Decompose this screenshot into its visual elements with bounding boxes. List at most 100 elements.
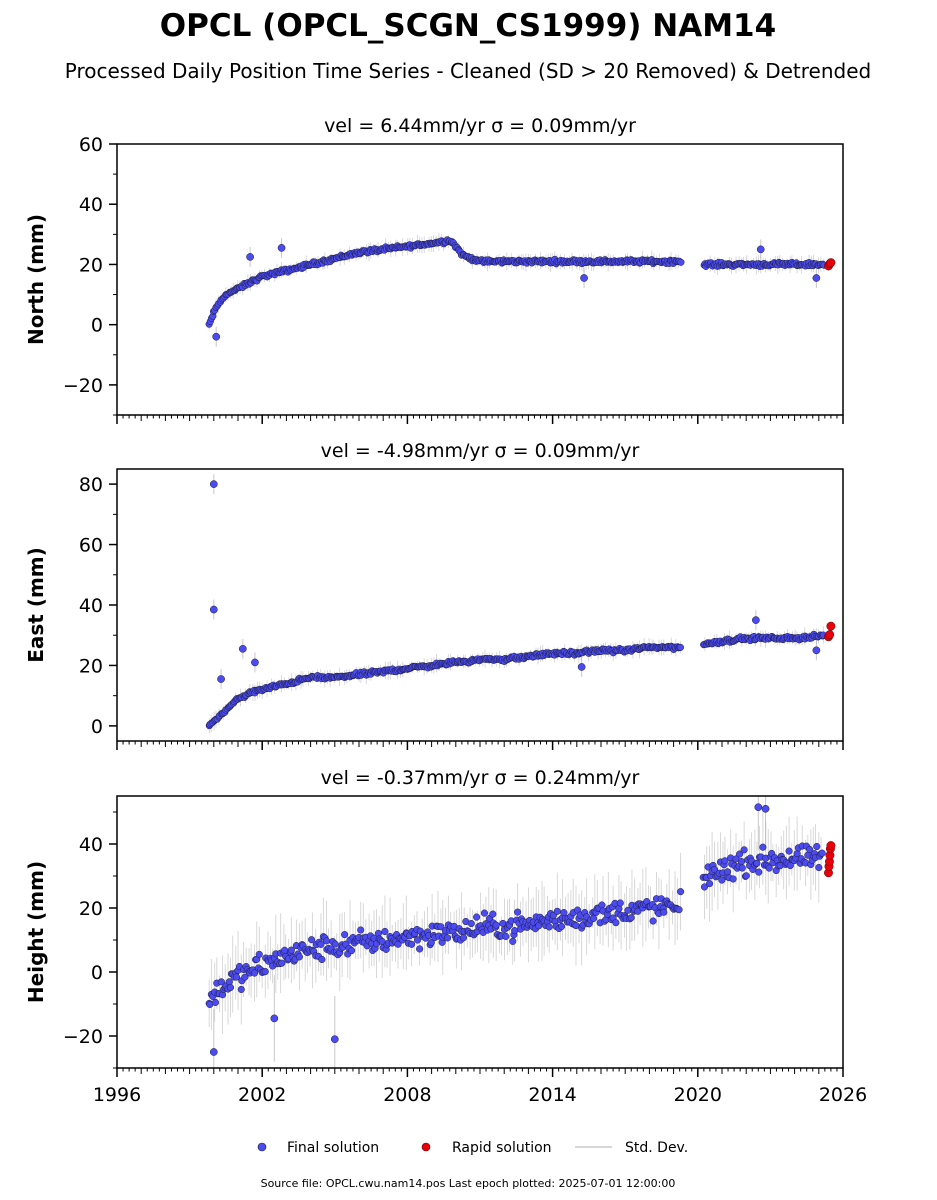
figure-title: OPCL (OPCL_SCGN_CS1999) NAM14: [160, 8, 776, 44]
ytick-label: 40: [79, 194, 103, 216]
final-point: [209, 1048, 218, 1056]
panel-title-north: vel = 6.44mm/yr σ = 0.09mm/yr: [324, 115, 636, 137]
xtick-label: 2026: [819, 1084, 867, 1106]
final-point: [616, 899, 624, 907]
final-point: [738, 864, 746, 872]
final-point: [553, 907, 561, 915]
final-point: [590, 914, 598, 922]
final-point: [514, 908, 522, 916]
ylabel-east: East (mm): [24, 547, 48, 663]
final-point: [261, 968, 269, 976]
panel-height: vel = -0.37mm/yr σ = 0.24mm/yr Height (mm…: [24, 767, 867, 1106]
final-point: [812, 274, 821, 282]
final-point: [241, 973, 249, 981]
final-point: [710, 865, 719, 874]
final-point: [295, 953, 303, 961]
footer-source: Source file: OPCL.cwu.nam14.pos Last epo…: [261, 1177, 676, 1190]
ytick-label: −20: [63, 375, 103, 397]
final-point: [535, 922, 543, 930]
final-point: [317, 940, 325, 948]
final-point: [706, 880, 714, 888]
final-point: [815, 863, 823, 872]
final-point: [721, 857, 729, 865]
ytick-label: 40: [79, 595, 103, 617]
final-point: [251, 658, 259, 667]
final-point: [255, 950, 263, 958]
final-point: [502, 932, 510, 940]
final-point: [598, 901, 606, 909]
final-point: [322, 937, 331, 945]
final-point: [278, 959, 286, 967]
final-point: [281, 946, 289, 954]
rapid-point: [825, 630, 835, 640]
final-point: [627, 914, 635, 922]
final-point: [756, 245, 765, 254]
final-point: [287, 946, 295, 954]
final-point: [755, 868, 763, 876]
final-point: [740, 846, 748, 854]
final-point: [759, 843, 767, 851]
final-point: [612, 919, 620, 927]
xtick-label: 2014: [528, 1084, 576, 1106]
final-point: [545, 923, 553, 931]
final-point: [560, 909, 568, 917]
panel-east: vel = -4.98mm/yr σ = 0.09mm/yr East (mm) 0…: [24, 440, 844, 750]
final-point: [480, 909, 489, 917]
legend-final-label: Final solution: [287, 1140, 379, 1156]
final-point: [437, 923, 445, 931]
ytick-label: 40: [79, 834, 103, 856]
final-point: [416, 945, 424, 953]
final-point: [492, 921, 500, 929]
final-point: [818, 849, 826, 857]
data-height: [205, 796, 836, 1068]
final-point: [677, 888, 685, 896]
final-point: [700, 883, 708, 891]
legend: Final solution Rapid solution Std. Dev.: [257, 1140, 688, 1156]
final-point: [752, 616, 760, 624]
final-point: [558, 922, 566, 931]
ytick-label: −20: [63, 1026, 103, 1048]
final-point: [806, 845, 814, 854]
final-point: [348, 947, 356, 955]
final-point: [459, 934, 468, 942]
final-point: [211, 998, 219, 1006]
final-point: [660, 908, 668, 916]
final-point: [634, 907, 642, 915]
final-point: [753, 859, 761, 867]
final-point: [318, 955, 326, 964]
final-point: [737, 858, 746, 866]
rapid-point: [826, 621, 836, 631]
panel-frame: [116, 143, 844, 416]
final-point: [742, 872, 750, 880]
final-point: [209, 605, 218, 614]
panels-group: vel = 6.44mm/yr σ = 0.09mm/yr North (mm) −…: [24, 115, 867, 1106]
final-point: [331, 940, 339, 948]
figure-subtitle: Processed Daily Position Time Series - C…: [65, 59, 871, 83]
final-point: [238, 644, 247, 653]
final-point: [813, 842, 821, 851]
final-point: [209, 480, 218, 488]
final-point: [511, 927, 519, 935]
legend-rapid-label: Rapid solution: [452, 1140, 552, 1156]
final-point: [246, 253, 254, 261]
ytick-label: 0: [91, 716, 103, 738]
ylabel-height: Height (mm): [24, 861, 48, 1003]
final-point: [785, 847, 793, 855]
panel-north: vel = 6.44mm/yr σ = 0.09mm/yr North (mm) −…: [24, 115, 844, 424]
final-point: [357, 926, 365, 934]
final-point: [270, 1014, 279, 1023]
final-point: [217, 675, 225, 683]
final-point: [509, 937, 517, 945]
final-point: [761, 804, 770, 813]
final-point: [467, 919, 475, 928]
ytick-label: 0: [91, 962, 103, 984]
final-point: [812, 646, 821, 655]
final-point: [675, 906, 683, 914]
final-point: [212, 332, 221, 341]
final-point: [677, 258, 685, 266]
xtick-label: 2008: [383, 1084, 431, 1106]
xtick-label: 1996: [93, 1084, 141, 1106]
ytick-label: 60: [79, 134, 103, 156]
final-point: [232, 973, 241, 981]
